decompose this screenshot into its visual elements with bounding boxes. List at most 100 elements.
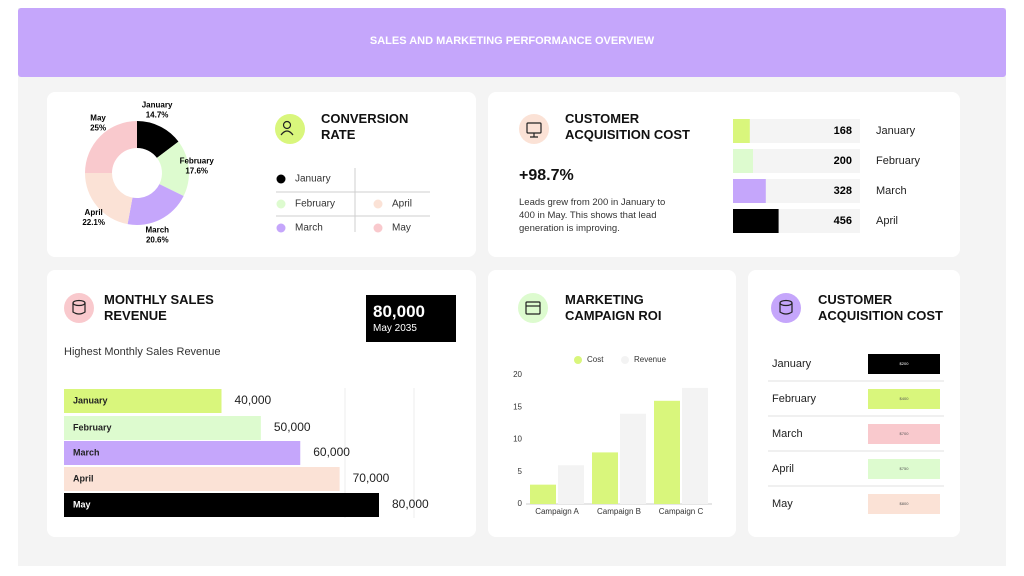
note: Leads grew from 200 in January to 400 in… xyxy=(519,197,666,234)
icon xyxy=(518,293,548,323)
bar xyxy=(64,467,340,491)
pill xyxy=(868,389,940,409)
bar-label: February xyxy=(876,155,921,167)
y-tick-label: 15 xyxy=(513,402,522,411)
legend-label: April xyxy=(392,199,412,210)
pill xyxy=(868,494,940,514)
icon xyxy=(519,114,549,144)
legend-swatch xyxy=(373,199,383,209)
bar-label: March xyxy=(876,185,907,197)
x-tick-label: Campaign C xyxy=(659,507,704,516)
bar-label: April xyxy=(876,215,898,227)
pie-slice xyxy=(156,141,189,197)
bar-label: January xyxy=(73,395,108,405)
legend-label: January xyxy=(295,174,331,185)
cell-value: $700 xyxy=(900,431,910,436)
slice-label: January xyxy=(142,100,173,109)
bar xyxy=(654,400,680,504)
legend-label: May xyxy=(392,223,411,234)
cell-value: $800 xyxy=(900,501,910,506)
cell-value: $750 xyxy=(900,466,910,471)
slice-value: 17.6% xyxy=(185,167,208,176)
y-tick-label: 10 xyxy=(513,435,522,444)
row-label: April xyxy=(772,463,794,475)
bar xyxy=(592,452,618,504)
bar-label: February xyxy=(73,422,112,432)
pie-slice xyxy=(85,121,137,173)
value-label: 456 xyxy=(834,215,852,227)
legend-swatch xyxy=(621,356,629,364)
row-label: January xyxy=(772,358,812,370)
value-label: 328 xyxy=(834,185,852,197)
card-title: CUSTOMER ACQUISITION COST xyxy=(818,292,943,323)
row-label: May xyxy=(772,498,793,510)
slice-value: 14.7% xyxy=(146,110,169,119)
value-label: 168 xyxy=(834,125,852,137)
value-label: 80,000 xyxy=(392,497,429,511)
pill xyxy=(868,354,940,374)
subtitle: Highest Monthly Sales Revenue xyxy=(64,346,221,358)
card-title: CUSTOMER ACQUISITION COST xyxy=(565,111,690,142)
bar xyxy=(733,209,779,233)
bar-label: May xyxy=(73,499,91,509)
pie-slice xyxy=(127,184,184,225)
value-label: 50,000 xyxy=(274,420,311,434)
bar xyxy=(558,465,584,504)
legend-label: March xyxy=(295,223,323,234)
header-title: SALES AND MARKETING PERFORMANCE OVERVIEW xyxy=(369,35,655,47)
bar xyxy=(64,493,379,517)
bar-label: April xyxy=(73,473,94,483)
icon xyxy=(64,293,94,323)
bar xyxy=(64,441,301,465)
bar xyxy=(733,149,753,173)
value-label: 40,000 xyxy=(235,393,272,407)
bar-track xyxy=(733,149,860,173)
pie-slice xyxy=(137,121,179,158)
card-title: CONVERSION RATE xyxy=(321,111,409,142)
value-label: 200 xyxy=(834,155,852,167)
bar xyxy=(64,389,222,413)
icon xyxy=(771,293,801,323)
x-tick-label: Campaign A xyxy=(535,507,579,516)
row-label: February xyxy=(772,393,817,405)
cell-value: $200 xyxy=(900,361,910,366)
legend-swatch xyxy=(276,199,286,209)
icon-glyphs xyxy=(72,120,793,315)
slice-label: February xyxy=(180,157,215,166)
legend-swatch xyxy=(373,223,383,233)
y-tick-label: 0 xyxy=(518,499,523,508)
bar-label: January xyxy=(876,125,916,137)
pie-slice xyxy=(85,173,133,225)
bar xyxy=(64,416,261,440)
legend-grid xyxy=(276,168,430,232)
row-label: March xyxy=(772,428,803,440)
header-bar xyxy=(18,8,1006,77)
legend-swatch xyxy=(276,223,286,233)
slice-value: 20.6% xyxy=(146,236,169,245)
slice-label: May xyxy=(90,114,106,123)
y-tick-label: 20 xyxy=(513,370,522,379)
bar xyxy=(733,119,750,143)
legend-label: Revenue xyxy=(634,355,667,364)
bar xyxy=(530,484,556,504)
slice-value: 25% xyxy=(90,124,106,133)
y-tick-label: 5 xyxy=(518,467,523,476)
legend-label: Cost xyxy=(587,355,604,364)
value-label: 70,000 xyxy=(353,471,390,485)
highlight-box xyxy=(366,295,456,342)
legend-swatch xyxy=(574,356,582,364)
headline: +98.7% xyxy=(519,167,574,184)
legend-label: February xyxy=(295,199,335,210)
bar xyxy=(682,387,708,504)
pill xyxy=(868,424,940,444)
slice-label: March xyxy=(146,226,170,235)
cell-value: $400 xyxy=(900,396,910,401)
slice-value: 22.1% xyxy=(82,218,105,227)
bar-track xyxy=(733,119,860,143)
bar xyxy=(733,179,766,203)
bar xyxy=(620,413,646,504)
icon xyxy=(275,114,305,144)
card-title: MONTHLY SALES REVENUE xyxy=(104,292,214,323)
